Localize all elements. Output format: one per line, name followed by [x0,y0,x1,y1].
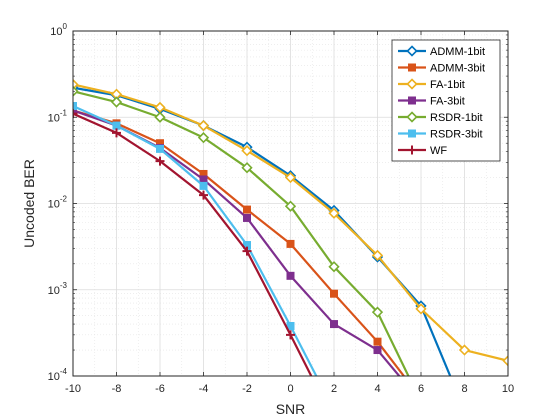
legend-item-fa-1bit: FA-1bit [398,78,465,91]
legend-item-wf: WF [398,145,447,157]
legend: ADMM-1bit ADMM-3bit FA-1bit FA-3bit RSDR-1bi… [391,39,501,162]
y-axis-label: Uncoded BER [21,159,37,248]
data-point-admm-3bit [286,239,295,248]
data-point-fa-1bit [371,249,384,262]
legend-label-admm-1bit: ADMM-1bit [430,46,485,58]
y-tick-label: 10-2 [48,195,68,211]
x-tick-labels: -10 -8 -6 -4 -2 0 2 4 6 8 10 [65,383,514,395]
data-point-fa-1bit [241,145,253,157]
data-point-fa-1bit [328,207,340,219]
data-point-admm-3bit [243,205,251,214]
series-wf [73,109,313,376]
data-point-wf [199,190,208,200]
data-point-admm-3bit [330,289,338,298]
x-tick-label: -2 [242,383,252,395]
series-rsdr-1bit [73,85,410,376]
axis-ticks [72,30,509,377]
data-point-fa-3bit [373,346,382,355]
data-point-rsdr-3bit [73,102,77,111]
series-layer [73,78,508,376]
legend-marker-fa-1bit [406,78,418,90]
data-point-fa-3bit [286,271,295,280]
legend-item-rsdr-1bit: RSDR-1bit [398,111,483,124]
legend-label-wf: WF [430,145,447,157]
y-tick-label: 10-3 [48,281,68,297]
data-point-wf [155,156,165,166]
data-point-fa-1bit [284,171,297,184]
x-tick-label: 2 [331,383,337,395]
data-point-fa-3bit [243,213,251,222]
legend-label-rsdr-1bit: RSDR-1bit [430,112,483,124]
legend-marker-wf [407,145,417,155]
data-point-fa-1bit [73,78,79,91]
data-point-rsdr-3bit [156,144,164,153]
data-point-rsdr-3bit [199,181,208,190]
data-point-rsdr-1bit [328,261,340,273]
data-point-fa-1bit [502,355,508,367]
data-point-rsdr-1bit [154,111,166,123]
data-point-rsdr-3bit [112,121,121,130]
legend-marker-fa-3bit [408,96,416,105]
legend-item-fa-3bit: FA-3bit [398,96,465,108]
legend-marker-admm-3bit [408,63,416,72]
y-tick-label: 100 [50,22,67,38]
data-point-wf [73,109,78,119]
data-point-rsdr-1bit [110,96,123,108]
legend-item-rsdr-3bit: RSDR-3bit [398,129,483,141]
y-tick-labels: 100 10-1 10-2 10-3 10-4 [48,22,68,383]
data-point-fa-1bit [197,119,210,132]
legend-label-fa-1bit: FA-1bit [430,79,465,91]
x-tick-label: 0 [287,383,293,395]
data-point-admm-3bit [373,337,382,346]
legend-item-admm-3bit: ADMM-3bit [398,63,485,75]
legend-marker-admm-1bit [406,45,418,57]
x-tick-label: 4 [374,383,380,395]
x-tick-label: 6 [418,383,424,395]
data-point-fa-3bit [330,320,338,329]
x-tick-label: -10 [65,383,81,395]
data-point-fa-1bit [415,303,427,315]
y-tick-label: 10-1 [48,108,68,124]
data-point-wf [286,330,295,340]
data-point-fa-1bit [458,344,471,356]
data-point-rsdr-1bit [241,162,253,174]
x-tick-label: -4 [199,383,209,395]
series-fa-1bit [73,78,508,367]
data-point-rsdr-1bit [371,306,384,318]
data-point-wf [112,128,121,138]
x-tick-label: -6 [155,383,165,395]
legend-label-fa-3bit: FA-3bit [430,96,465,108]
data-point-rsdr-1bit [284,200,297,212]
data-point-rsdr-1bit [197,132,210,144]
x-tick-label: 10 [502,383,514,395]
y-tick-label: 10-4 [48,367,68,383]
legend-label-admm-3bit: ADMM-3bit [430,63,485,75]
legend-label-rsdr-3bit: RSDR-3bit [430,129,483,141]
data-point-rsdr-1bit [73,85,79,97]
data-point-fa-3bit [73,106,77,115]
legend-marker-rsdr-1bit [406,111,418,123]
legend-marker-rsdr-3bit [408,129,416,138]
x-axis-label: SNR [276,401,306,417]
x-tick-label: -8 [112,383,122,395]
legend-item-admm-1bit: ADMM-1bit [398,45,485,58]
data-point-wf [242,246,252,256]
x-tick-label: 8 [461,383,467,395]
